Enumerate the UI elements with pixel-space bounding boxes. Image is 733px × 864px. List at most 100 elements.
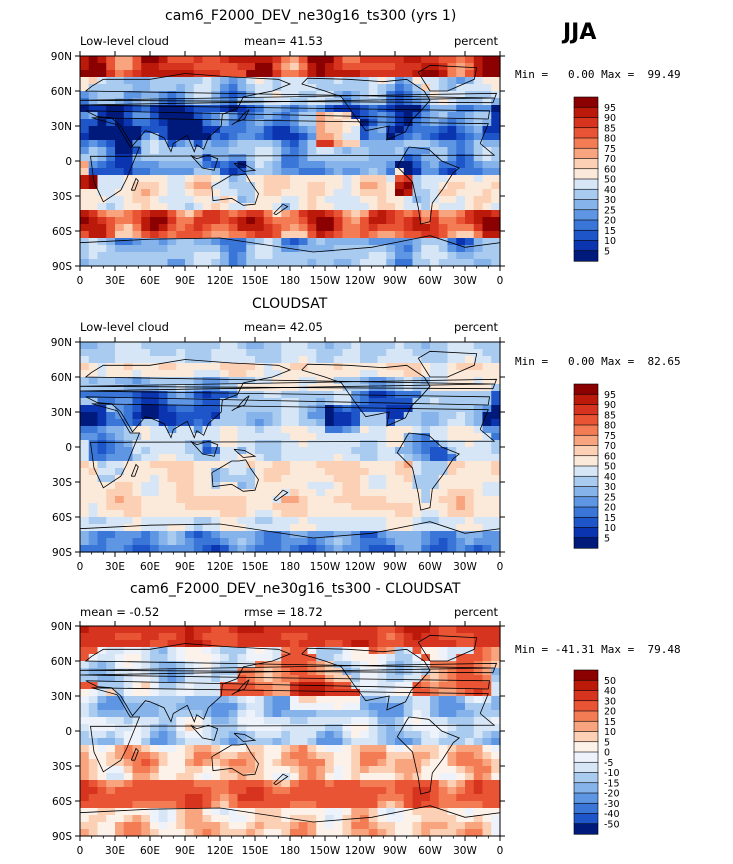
map-cell (115, 412, 125, 420)
map-cell (360, 759, 370, 767)
map-cell (237, 84, 247, 92)
map-cell (412, 126, 422, 134)
map-cell (281, 224, 291, 232)
map-cell (456, 475, 466, 483)
map-cell (123, 447, 134, 455)
map-cell (482, 161, 492, 169)
map-cell (263, 647, 274, 655)
map-cell (176, 808, 186, 816)
map-cell (246, 794, 256, 802)
map-cell (386, 426, 396, 434)
map-cell (220, 710, 230, 718)
map-cell (298, 175, 309, 183)
map-cell (123, 545, 134, 553)
lon-label: 150W (310, 561, 341, 573)
map-cell (220, 133, 230, 141)
map-cell (482, 759, 492, 767)
map-cell (106, 703, 116, 711)
map-cell (316, 482, 326, 490)
map-cell (386, 503, 396, 511)
map-cell (325, 63, 335, 71)
map-cell (255, 545, 265, 553)
map-cell (246, 105, 256, 113)
map-cell (88, 433, 99, 441)
map-cell (228, 175, 239, 183)
map-cell (123, 56, 134, 64)
map-cell (412, 545, 422, 553)
map-cell (167, 717, 177, 725)
map-cell (263, 119, 274, 127)
map-cell (88, 496, 99, 504)
map-cell (220, 524, 230, 532)
map-cell (132, 738, 142, 746)
map-cell (220, 468, 230, 476)
map-cell (482, 56, 492, 64)
map-cell (342, 84, 352, 92)
map-cell (246, 654, 256, 662)
map-cell (421, 231, 431, 239)
map-cell (228, 391, 239, 399)
map-cell (281, 154, 291, 162)
map-cell (106, 349, 116, 357)
map-cell (386, 182, 396, 190)
map-cell (228, 140, 239, 148)
map-cell (88, 224, 99, 232)
map-cell (290, 808, 300, 816)
map-cell (106, 175, 116, 183)
map-cell (491, 717, 501, 725)
map-cell (290, 731, 300, 739)
map-cell (290, 84, 300, 92)
map-cell (430, 426, 440, 434)
map-cell (220, 168, 230, 176)
map-cell (115, 196, 125, 204)
map-cell (228, 147, 239, 155)
map-cell (368, 475, 379, 483)
map-cell (176, 398, 186, 406)
map-cell (272, 259, 282, 267)
map-cell (456, 787, 466, 795)
map-cell (255, 647, 265, 655)
map-cell (220, 238, 230, 246)
map-cell (167, 689, 177, 697)
map-cell (167, 342, 177, 350)
map-cell (97, 682, 107, 690)
map-cell (281, 349, 291, 357)
map-cell (307, 710, 317, 718)
map-cell (246, 391, 256, 399)
map-cell (220, 738, 230, 746)
map-cell (360, 245, 370, 253)
map-cell (298, 773, 309, 781)
map-cell (158, 63, 169, 71)
map-cell (263, 626, 274, 634)
map-cell (447, 370, 457, 378)
map-cell (290, 189, 300, 197)
map-cell (290, 689, 300, 697)
map-cell (80, 133, 90, 141)
map-cell (167, 140, 177, 148)
map-cell (491, 524, 501, 532)
map-cell (473, 675, 484, 683)
map-cell (132, 98, 142, 106)
map-cell (421, 77, 431, 85)
map-cell (386, 745, 396, 753)
map-cell (193, 231, 204, 239)
map-cell (123, 203, 134, 211)
map-cell (395, 105, 405, 113)
map-cell (482, 259, 492, 267)
map-cell (465, 829, 475, 837)
map-cell (167, 822, 177, 830)
map-cell (395, 780, 405, 788)
map-cell (395, 461, 405, 469)
map-cell (412, 794, 422, 802)
map-cell (412, 203, 422, 211)
map-cell (115, 675, 125, 683)
map-cell (456, 161, 466, 169)
map-cell (228, 468, 239, 476)
map-cell (316, 815, 326, 823)
map-cell (272, 189, 282, 197)
map-cell (456, 640, 466, 648)
map-cell (412, 105, 422, 113)
map-cell (316, 461, 326, 469)
map-cell (298, 231, 309, 239)
map-cell (482, 147, 492, 155)
